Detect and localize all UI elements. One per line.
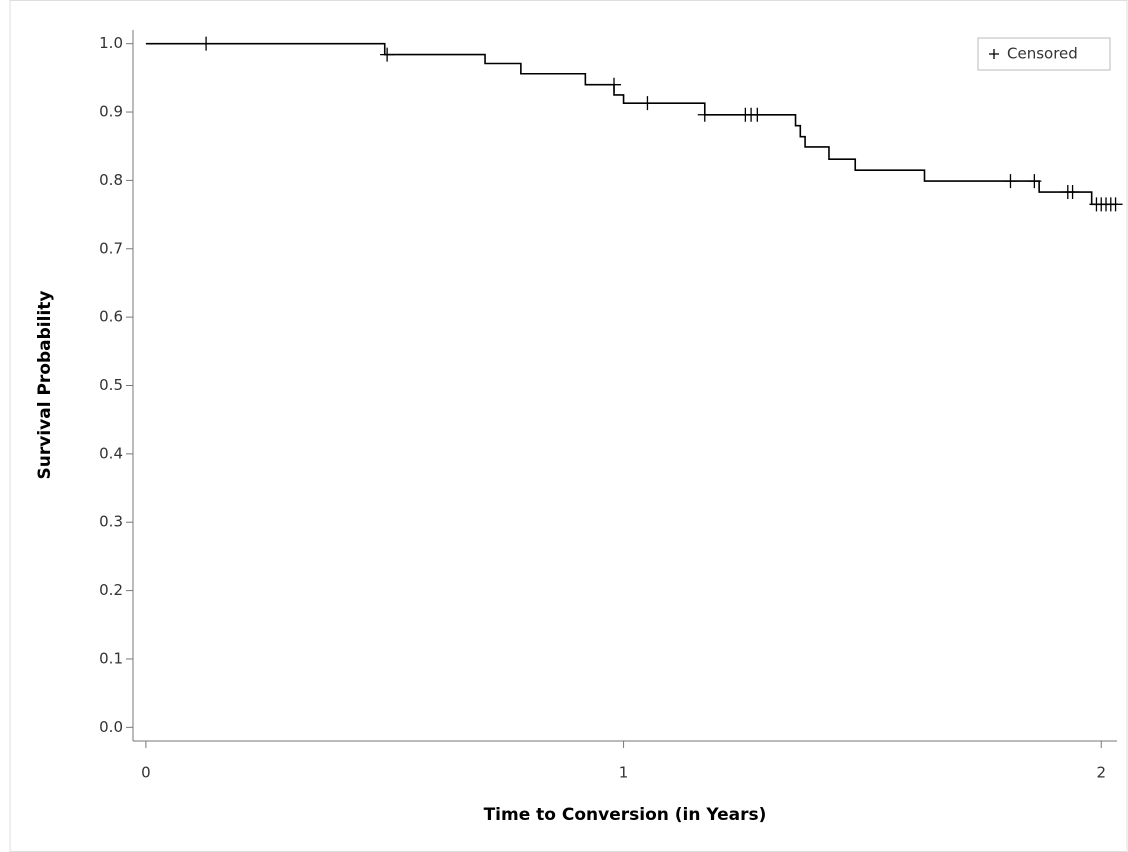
y-tick-label: 0.0 bbox=[99, 718, 123, 736]
frame bbox=[10, 1, 1127, 852]
y-tick-label: 0.4 bbox=[99, 444, 123, 462]
y-tick-label: 0.2 bbox=[99, 581, 123, 599]
y-tick-label: 0.1 bbox=[99, 649, 123, 667]
y-axis-label: Survival Probability bbox=[35, 291, 55, 480]
censor-mark bbox=[750, 108, 764, 122]
chart: Time to Conversion (in Years) Survival P… bbox=[0, 0, 1128, 852]
survival-curve bbox=[146, 44, 1116, 205]
legend-label: Censored bbox=[1007, 45, 1078, 63]
y-tick-label: 0.8 bbox=[99, 171, 123, 189]
y-tick-label: 0.7 bbox=[99, 239, 123, 257]
y-tick-label: 0.5 bbox=[99, 376, 123, 394]
x-tick-label: 1 bbox=[619, 764, 629, 782]
y-tick-label: 0.9 bbox=[99, 103, 123, 121]
page: {"chart_data": {"type": "step", "x_label… bbox=[0, 0, 1128, 852]
x-axis-label: Time to Conversion (in Years) bbox=[484, 805, 767, 825]
censor-mark bbox=[1003, 174, 1017, 188]
censor-mark bbox=[380, 48, 394, 62]
y-tick-label: 0.6 bbox=[99, 308, 123, 326]
x-tick-label: 0 bbox=[141, 764, 151, 782]
y-tick-label: 0.3 bbox=[99, 513, 123, 531]
y-tick-label: 1.0 bbox=[99, 34, 123, 52]
censor-mark bbox=[199, 37, 213, 51]
x-tick-label: 2 bbox=[1096, 764, 1106, 782]
censor-mark bbox=[698, 108, 712, 122]
censor-mark bbox=[640, 96, 654, 110]
censor-mark bbox=[607, 78, 621, 92]
